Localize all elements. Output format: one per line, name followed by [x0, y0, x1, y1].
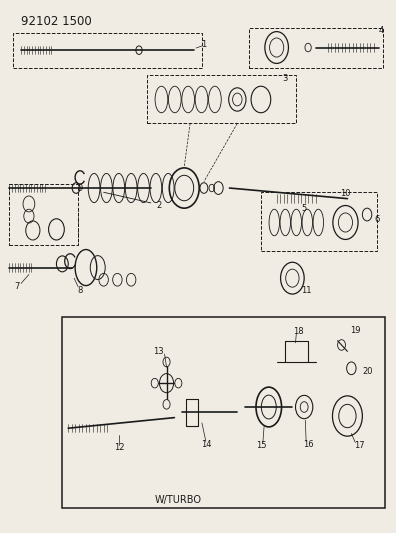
- Text: 13: 13: [153, 347, 164, 356]
- Text: 10: 10: [340, 189, 351, 198]
- Text: 15: 15: [256, 441, 266, 450]
- Text: 19: 19: [350, 326, 360, 335]
- Text: W/TURBO: W/TURBO: [155, 495, 202, 505]
- Circle shape: [175, 378, 182, 388]
- Text: 17: 17: [354, 441, 365, 450]
- Text: 9: 9: [77, 183, 83, 192]
- Text: 20: 20: [363, 367, 373, 376]
- Text: 5: 5: [301, 204, 307, 213]
- Bar: [62, 317, 385, 508]
- Bar: [249, 28, 383, 68]
- Text: 2: 2: [156, 201, 161, 210]
- Text: 6: 6: [374, 215, 380, 224]
- Text: 18: 18: [293, 327, 304, 336]
- Text: 8: 8: [77, 286, 83, 295]
- Text: 4: 4: [378, 26, 383, 35]
- Bar: [147, 75, 296, 123]
- Text: 1: 1: [201, 41, 207, 50]
- Bar: [13, 33, 202, 68]
- Text: 3: 3: [282, 74, 287, 83]
- Text: 11: 11: [301, 286, 311, 295]
- Circle shape: [163, 357, 170, 367]
- Text: 92102 1500: 92102 1500: [21, 14, 92, 28]
- Circle shape: [163, 400, 170, 409]
- Text: 12: 12: [114, 443, 125, 453]
- Text: 16: 16: [303, 440, 313, 449]
- Bar: [261, 192, 377, 251]
- Bar: [9, 184, 78, 245]
- Text: 14: 14: [201, 440, 211, 449]
- Circle shape: [151, 378, 158, 388]
- Text: 7: 7: [14, 282, 20, 291]
